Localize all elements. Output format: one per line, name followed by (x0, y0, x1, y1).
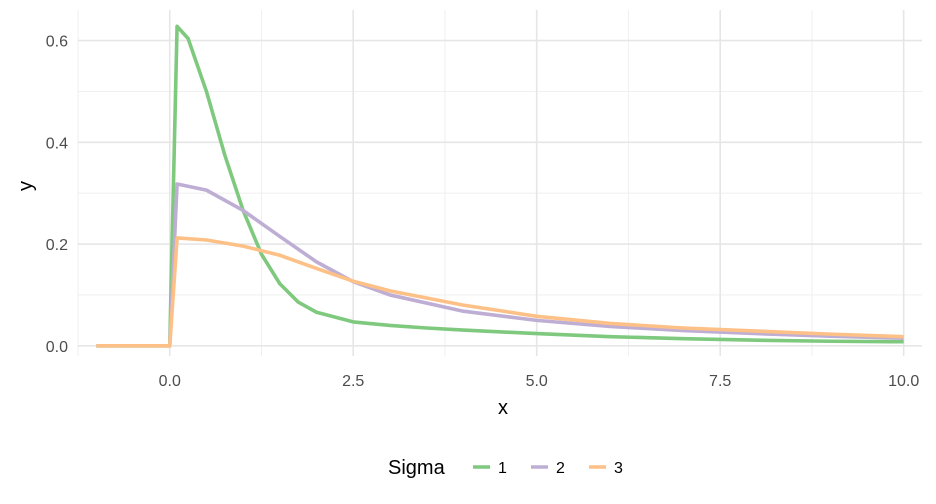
x-tick-label: 2.5 (342, 373, 364, 390)
grid (77, 10, 922, 356)
legend-title: Sigma (388, 457, 446, 479)
y-tick-label: 0.2 (46, 237, 68, 254)
series-line-sigma-3 (96, 236, 904, 348)
legend: Sigma 1 2 3 (388, 457, 623, 479)
y-tick-label: 0.0 (46, 339, 68, 356)
legend-label-2: 2 (556, 460, 565, 477)
x-tick-label: 0.0 (159, 373, 181, 390)
x-tick-label: 10.0 (888, 373, 919, 390)
y-tick-label: 0.6 (46, 34, 68, 51)
y-tick-label: 0.4 (46, 135, 68, 152)
series-line-sigma-2 (96, 182, 904, 348)
plot-lines (96, 24, 904, 348)
x-axis-ticks: 0.0 2.5 5.0 7.5 10.0 (159, 373, 920, 390)
legend-label-3: 3 (614, 460, 623, 477)
x-tick-label: 5.0 (526, 373, 548, 390)
series-line-sigma-1 (96, 24, 904, 348)
y-axis-title: y (15, 181, 37, 191)
x-axis-title: x (498, 397, 508, 419)
y-axis-ticks: 0.0 0.2 0.4 0.6 (46, 34, 68, 356)
x-tick-label: 7.5 (709, 373, 731, 390)
legend-label-1: 1 (498, 460, 507, 477)
